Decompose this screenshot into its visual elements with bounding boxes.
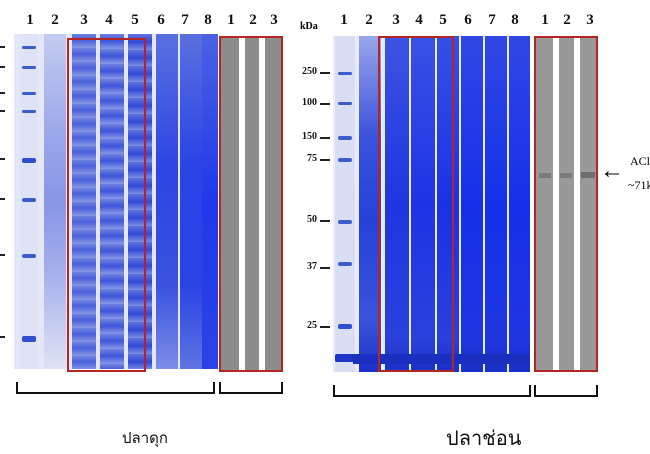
right-caption: ปลาช่อน	[446, 426, 522, 450]
acl-arrow: ←	[600, 158, 624, 184]
lane-number: 4	[105, 12, 113, 28]
mw-marker-label: 100	[302, 97, 317, 108]
right-lane-4	[411, 36, 435, 372]
right-lane-1	[335, 36, 355, 372]
lane-number: 3	[392, 12, 400, 28]
lane-number: 2	[563, 12, 571, 28]
right-sds-gel	[333, 36, 530, 372]
mw-marker-tick	[320, 137, 330, 139]
lane-number: 2	[51, 12, 59, 28]
mw-marker-label: 150	[302, 131, 317, 142]
mw-marker-label: 25	[307, 320, 317, 331]
lane-number: 6	[157, 12, 165, 28]
lane-number: 1	[541, 12, 549, 28]
left-western-blot	[219, 36, 283, 372]
mw-marker-label: 50	[307, 214, 317, 225]
lane-number: 1	[227, 12, 235, 28]
right-lane-7	[485, 36, 507, 372]
mw-marker-tick	[320, 159, 330, 161]
right-wb-bracket	[534, 385, 598, 397]
right-lane-8	[509, 36, 530, 372]
left-lane-1	[20, 34, 38, 369]
left-sds-gel	[14, 34, 218, 369]
lane-number: 5	[131, 12, 139, 28]
lane-number: 3	[80, 12, 88, 28]
left-lane-7	[180, 34, 202, 369]
left-caption: ปลาดุก	[122, 429, 168, 447]
lane-number: 8	[511, 12, 519, 28]
mw-marker-tick	[320, 267, 330, 269]
right-lane-2	[359, 36, 381, 372]
left-sds-bracket	[16, 382, 215, 394]
left-lane-6	[156, 34, 178, 369]
lane-number: 7	[488, 12, 496, 28]
mw-marker-tick	[320, 72, 330, 74]
right-sds-bracket	[333, 385, 531, 397]
left-wb-bracket	[219, 382, 283, 394]
mw-marker-label: 75	[307, 153, 317, 164]
lane-number: 4	[415, 12, 423, 28]
right-lane-3	[385, 36, 409, 372]
lane-number: 3	[586, 12, 594, 28]
mw-marker-label: 250	[302, 66, 317, 77]
left-lane-3	[72, 34, 96, 369]
right-western-blot	[534, 36, 598, 372]
lane-number: 5	[439, 12, 447, 28]
kda-label: kDa	[300, 21, 318, 32]
lane-number: 8	[204, 12, 212, 28]
lane-number: 3	[270, 12, 278, 28]
lane-number: 7	[181, 12, 189, 28]
left-marker-ticks	[0, 40, 6, 350]
right-lane-6	[461, 36, 483, 372]
left-lane-8	[202, 34, 218, 369]
acl-label: ACl	[630, 154, 650, 168]
left-lane-5	[128, 34, 152, 369]
lane-number: 1	[26, 12, 34, 28]
acl-size-label: ~71k	[628, 178, 650, 192]
mw-marker-tick	[320, 103, 330, 105]
mw-marker-tick	[320, 220, 330, 222]
mw-marker-tick	[320, 326, 330, 328]
mw-marker-label: 37	[307, 261, 317, 272]
lane-number: 1	[340, 12, 348, 28]
left-lane-4	[100, 34, 124, 369]
left-lane-2	[44, 34, 66, 369]
right-highlight-box	[378, 36, 454, 372]
lane-number: 2	[249, 12, 257, 28]
lane-number: 2	[365, 12, 373, 28]
left-highlight-box	[67, 38, 146, 372]
lane-number: 6	[464, 12, 472, 28]
